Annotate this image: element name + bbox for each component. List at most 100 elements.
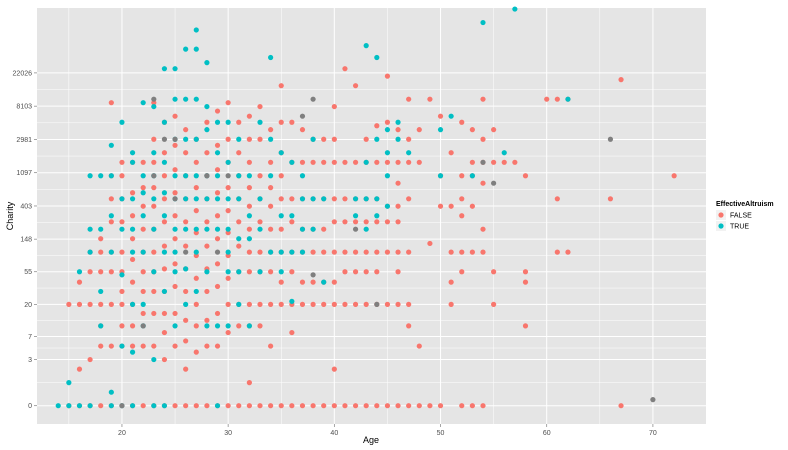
major-gridlines bbox=[37, 8, 706, 424]
data-point-true bbox=[501, 150, 507, 156]
data-point-false bbox=[395, 269, 401, 275]
data-point-false bbox=[108, 196, 114, 202]
data-point-false bbox=[268, 343, 274, 349]
data-point-true bbox=[469, 173, 475, 179]
data-point-true bbox=[129, 403, 136, 409]
data-point-false bbox=[321, 403, 327, 409]
data-point-true bbox=[161, 159, 168, 165]
data-point-false bbox=[480, 180, 486, 186]
data-point-false bbox=[161, 329, 168, 336]
data-point-true bbox=[193, 173, 199, 179]
data-point-false bbox=[278, 196, 284, 202]
data-point-false bbox=[151, 310, 157, 317]
data-point-true bbox=[140, 100, 146, 106]
data-point-false bbox=[491, 127, 497, 133]
data-point-true bbox=[352, 196, 359, 202]
data-point-true bbox=[268, 173, 274, 179]
data-point-true bbox=[193, 196, 199, 202]
data-point-false bbox=[406, 159, 412, 165]
data-point-false bbox=[76, 366, 83, 372]
data-point-false bbox=[342, 66, 348, 72]
data-point-true bbox=[98, 288, 104, 295]
data-point-true bbox=[183, 301, 189, 307]
data-point-false bbox=[352, 159, 359, 165]
data-point-false bbox=[246, 159, 252, 165]
data-point-false bbox=[384, 73, 391, 79]
data-point-false bbox=[214, 261, 221, 267]
data-point-false bbox=[289, 269, 295, 275]
data-point-false bbox=[395, 127, 401, 133]
data-point-false bbox=[193, 349, 199, 355]
data-point-false bbox=[161, 243, 168, 249]
data-point-true bbox=[352, 213, 359, 219]
data-point-false bbox=[257, 173, 263, 179]
data-point-false bbox=[204, 219, 210, 225]
data-point-true bbox=[129, 349, 136, 355]
data-point-true bbox=[246, 173, 252, 179]
data-point-false bbox=[406, 301, 412, 307]
data-point-false bbox=[406, 249, 412, 255]
data-point-false bbox=[384, 403, 391, 409]
data-point-false bbox=[98, 403, 104, 409]
data-point-false bbox=[268, 127, 274, 133]
data-point-false bbox=[246, 403, 252, 409]
data-point-true bbox=[310, 226, 316, 232]
data-point-false bbox=[246, 203, 252, 209]
data-point-true bbox=[214, 196, 221, 202]
data-point-false bbox=[278, 403, 284, 409]
data-point-na bbox=[183, 249, 189, 255]
x-tick-label: 20 bbox=[118, 430, 126, 437]
data-point-true bbox=[204, 269, 210, 275]
data-point-false bbox=[66, 301, 72, 307]
data-point-false bbox=[310, 249, 316, 255]
y-tick-label: 2981 bbox=[16, 137, 32, 144]
data-point-true bbox=[108, 389, 114, 395]
data-point-true bbox=[129, 150, 136, 156]
data-point-false bbox=[374, 159, 380, 165]
data-point-false bbox=[459, 403, 465, 409]
data-point-false bbox=[193, 323, 199, 329]
data-point-false bbox=[257, 249, 263, 255]
data-point-false bbox=[448, 301, 454, 307]
data-point-true bbox=[98, 226, 104, 232]
data-point-false bbox=[331, 403, 337, 409]
data-point-false bbox=[108, 219, 114, 225]
data-point-false bbox=[278, 301, 284, 307]
data-point-false bbox=[98, 236, 104, 242]
data-point-true bbox=[310, 196, 316, 202]
data-point-false bbox=[183, 288, 189, 295]
data-point-true bbox=[363, 43, 369, 49]
data-point-false bbox=[448, 203, 454, 209]
data-point-true bbox=[437, 173, 444, 179]
data-point-false bbox=[76, 301, 83, 307]
data-point-false bbox=[172, 261, 178, 267]
data-point-true bbox=[55, 403, 61, 409]
data-point-false bbox=[480, 136, 486, 142]
data-point-false bbox=[214, 190, 221, 196]
data-point-false bbox=[193, 208, 199, 214]
data-point-false bbox=[331, 219, 337, 225]
data-point-true bbox=[172, 269, 178, 275]
data-point-false bbox=[374, 123, 380, 129]
data-point-false bbox=[151, 159, 157, 165]
data-point-false bbox=[522, 279, 529, 285]
data-point-false bbox=[363, 249, 369, 255]
data-point-na bbox=[225, 173, 231, 179]
data-point-false bbox=[236, 403, 242, 409]
data-point-na bbox=[204, 173, 210, 179]
data-point-true bbox=[204, 323, 210, 329]
data-point-false bbox=[299, 301, 306, 307]
data-point-false bbox=[565, 249, 571, 255]
data-point-false bbox=[183, 243, 189, 249]
data-point-false bbox=[257, 403, 263, 409]
data-point-false bbox=[342, 219, 348, 225]
data-point-false bbox=[331, 301, 337, 307]
data-point-false bbox=[140, 185, 146, 191]
data-point-false bbox=[246, 136, 252, 142]
data-point-true bbox=[246, 213, 252, 219]
data-point-true bbox=[384, 203, 391, 209]
data-point-na bbox=[650, 397, 656, 403]
data-point-false bbox=[257, 323, 263, 329]
data-point-true bbox=[395, 119, 401, 125]
data-point-false bbox=[129, 256, 136, 263]
